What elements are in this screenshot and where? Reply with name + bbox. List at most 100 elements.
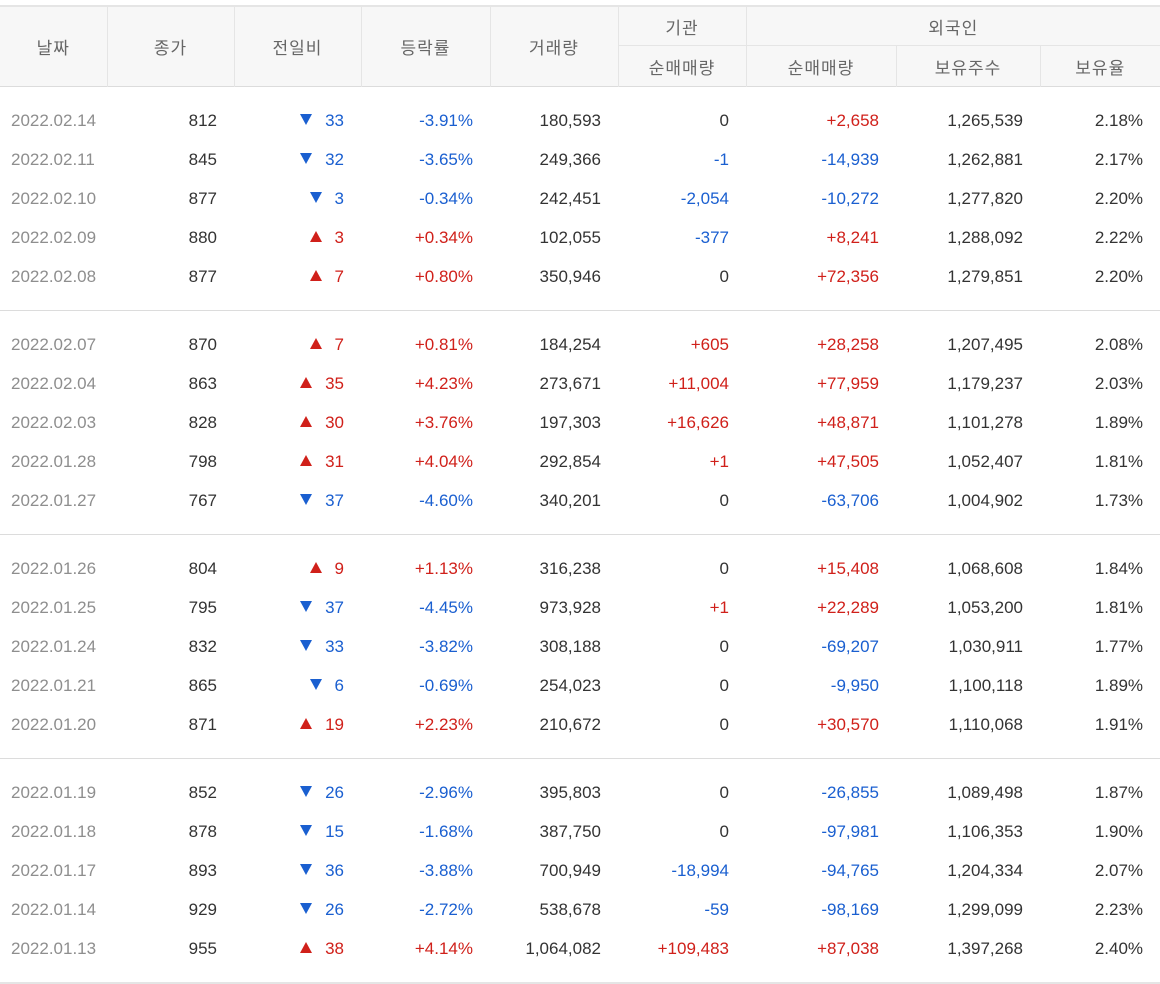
cell-volume: 308,188	[539, 636, 601, 656]
cell-close: 828	[188, 412, 217, 432]
change-value: 26	[325, 782, 344, 802]
cell-foreign-ratio: 2.20%	[1094, 266, 1144, 286]
cell-close: 870	[188, 334, 217, 354]
cell-rate: +4.23%	[414, 373, 473, 393]
cell-close: 832	[188, 636, 217, 656]
header-change: 전일비	[234, 6, 362, 87]
table-row: 2022.02.11 845 32 -3.65% 249,366 -1 -14,939 1,2…	[0, 140, 1160, 179]
header-foreign: 외국인	[746, 6, 1160, 46]
cell-foreign-net: -10,272	[821, 188, 879, 208]
cell-volume: 1,064,082	[525, 938, 601, 958]
header-volume: 거래량	[490, 6, 619, 87]
cell-change: 9	[234, 549, 361, 588]
cell-change: 38	[234, 929, 361, 968]
cell-institution-net: +16,626	[667, 412, 729, 432]
cell-foreign-net: +15,408	[817, 558, 879, 578]
table-row: 2022.01.28 798 31 +4.04% 292,854 +1 +47,505 1,0…	[0, 442, 1160, 481]
cell-foreign-holdings: 1,299,099	[947, 899, 1023, 919]
cell-foreign-ratio: 2.08%	[1094, 334, 1144, 354]
cell-close: 804	[188, 558, 217, 578]
cell-rate: -3.88%	[419, 860, 473, 880]
cell-foreign-ratio: 1.87%	[1094, 782, 1144, 802]
table-header: 날짜 종가 전일비 등락률 거래량 기관 외국인 순매매량 순매매량 보유주수 …	[0, 6, 1160, 87]
triangle-up-icon	[309, 561, 322, 573]
cell-foreign-ratio: 2.40%	[1094, 938, 1144, 958]
cell-date: 2022.02.07	[11, 334, 97, 354]
triangle-down-icon	[300, 639, 313, 651]
cell-volume: 180,593	[539, 110, 601, 130]
triangle-down-icon	[300, 785, 313, 797]
cell-institution-net: 0	[719, 782, 729, 802]
cell-foreign-ratio: 1.91%	[1094, 714, 1144, 734]
cell-rate: -3.82%	[419, 636, 473, 656]
change-value: 26	[325, 899, 344, 919]
cell-rate: -1.68%	[419, 821, 473, 841]
cell-change: 33	[234, 101, 361, 140]
change-value: 31	[325, 451, 344, 471]
cell-rate: -0.34%	[419, 188, 473, 208]
triangle-down-icon	[300, 152, 313, 164]
cell-date: 2022.02.04	[11, 373, 97, 393]
triangle-down-icon	[300, 113, 313, 125]
cell-rate: -2.72%	[419, 899, 473, 919]
cell-institution-net: -1	[713, 149, 729, 169]
triangle-down-icon	[300, 863, 313, 875]
triangle-down-icon	[300, 902, 313, 914]
header-foreign-holdings: 보유주수	[896, 45, 1041, 87]
header-rate: 등락률	[361, 6, 491, 87]
cell-date: 2022.01.14	[11, 899, 97, 919]
triangle-up-icon	[300, 717, 313, 729]
triangle-down-icon	[300, 600, 313, 612]
cell-foreign-net: -94,765	[821, 860, 879, 880]
cell-foreign-holdings: 1,204,334	[947, 860, 1023, 880]
cell-foreign-net: -63,706	[821, 490, 879, 510]
cell-change: 6	[234, 666, 361, 705]
cell-foreign-ratio: 1.84%	[1094, 558, 1144, 578]
daily-trading-table: 날짜 종가 전일비 등락률 거래량 기관 외국인 순매매량 순매매량 보유주수 …	[0, 5, 1160, 984]
cell-change: 30	[234, 403, 361, 442]
cell-volume: 210,672	[539, 714, 601, 734]
group-divider	[0, 744, 1160, 759]
change-value: 3	[334, 227, 344, 247]
group-divider	[0, 296, 1160, 311]
cell-date: 2022.01.18	[11, 821, 97, 841]
cell-foreign-net: +2,658	[826, 110, 879, 130]
cell-rate: +0.81%	[414, 334, 473, 354]
cell-institution-net: -2,054	[680, 188, 729, 208]
cell-foreign-ratio: 2.22%	[1094, 227, 1144, 247]
cell-change: 7	[234, 257, 361, 296]
cell-volume: 350,946	[539, 266, 601, 286]
cell-change: 26	[234, 890, 361, 929]
cell-foreign-holdings: 1,030,911	[948, 636, 1023, 656]
cell-foreign-holdings: 1,277,820	[947, 188, 1023, 208]
cell-institution-net: +11,004	[668, 373, 729, 393]
cell-close: 955	[188, 938, 217, 958]
cell-close: 877	[188, 266, 217, 286]
cell-date: 2022.02.14	[11, 110, 97, 130]
cell-change: 37	[234, 481, 361, 520]
change-value: 33	[325, 636, 344, 656]
cell-foreign-ratio: 1.81%	[1094, 451, 1144, 471]
cell-foreign-ratio: 2.23%	[1094, 899, 1144, 919]
cell-change: 3	[234, 218, 361, 257]
cell-date: 2022.01.25	[11, 597, 97, 617]
cell-rate: -3.65%	[419, 149, 473, 169]
cell-foreign-ratio: 1.89%	[1094, 675, 1144, 695]
cell-rate: -4.45%	[419, 597, 473, 617]
cell-change: 7	[234, 325, 361, 364]
triangle-up-icon	[300, 454, 313, 466]
group-divider	[0, 520, 1160, 535]
table-row: 2022.01.14 929 26 -2.72% 538,678 -59 -98,169 1,…	[0, 890, 1160, 929]
cell-foreign-holdings: 1,004,902	[947, 490, 1023, 510]
group-spacer	[0, 87, 1160, 102]
cell-rate: -3.91%	[419, 110, 473, 130]
cell-rate: -0.69%	[419, 675, 473, 695]
cell-volume: 254,023	[539, 675, 601, 695]
group-spacer	[0, 535, 1160, 550]
group-spacer	[0, 759, 1160, 774]
cell-foreign-ratio: 1.73%	[1094, 490, 1144, 510]
header-foreign-ratio: 보유율	[1040, 45, 1160, 87]
cell-change: 3	[234, 179, 361, 218]
cell-foreign-net: +87,038	[817, 938, 879, 958]
cell-foreign-net: +28,258	[817, 334, 879, 354]
